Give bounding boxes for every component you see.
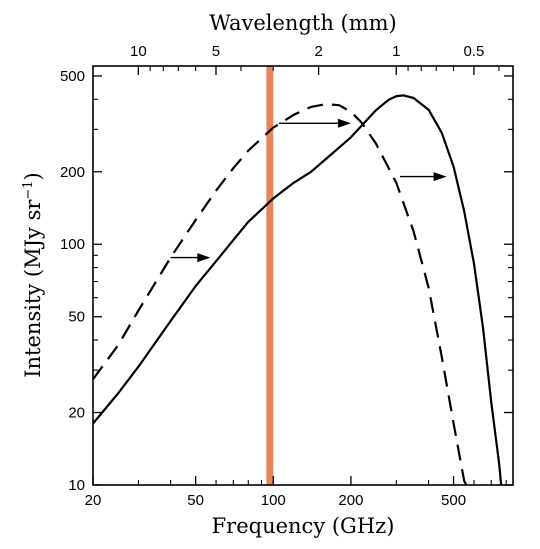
y-axis-title-close: ) xyxy=(21,172,45,180)
x2-tick-label: 5 xyxy=(212,43,220,60)
x-tick-label: 200 xyxy=(338,492,363,509)
x2-tick-label: 2 xyxy=(314,43,322,60)
x-tick-label: 50 xyxy=(187,492,204,509)
y-tick-label: 500 xyxy=(60,68,85,85)
x2-tick-label: 10 xyxy=(130,43,147,60)
y-axis-title-main: Intensity (MJy sr xyxy=(21,199,45,378)
y-tick-label: 50 xyxy=(68,309,85,326)
x-tick-label: 100 xyxy=(261,492,286,509)
series-line-dashed xyxy=(92,103,468,486)
y-axis-title: Intensity (MJy sr−1) xyxy=(21,172,45,378)
y-tick-label: 200 xyxy=(60,164,85,181)
y-tick-label: 20 xyxy=(68,405,85,422)
x-tick-label: 20 xyxy=(85,492,102,509)
x-tick-label: 500 xyxy=(441,492,466,509)
x2-axis-title: Wavelength (mm) xyxy=(209,11,397,35)
plot-frame xyxy=(92,65,514,486)
series-line-solid xyxy=(92,94,503,486)
arrow-head-0 xyxy=(197,253,211,263)
y-tick-label: 10 xyxy=(68,477,85,494)
y-axis-title-sup: −1 xyxy=(21,180,36,199)
y-tick-label: 100 xyxy=(60,236,85,253)
x2-tick-label: 0.5 xyxy=(463,43,484,60)
x2-tick-label: 1 xyxy=(392,43,400,60)
arrow-head-2 xyxy=(433,172,447,182)
arrow-head-1 xyxy=(337,118,351,128)
x-axis-title: Frequency (GHz) xyxy=(212,514,395,538)
